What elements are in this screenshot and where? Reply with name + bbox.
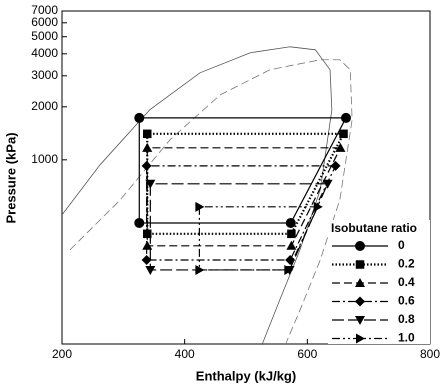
y-tick-label: 5000 — [31, 29, 58, 43]
marker — [330, 160, 341, 171]
marker — [286, 240, 297, 250]
legend-marker — [356, 333, 365, 344]
legend-label: 1.0 — [398, 331, 415, 345]
cycle-line — [149, 183, 329, 271]
saturation-curve — [69, 59, 353, 346]
marker — [142, 240, 153, 250]
marker — [335, 142, 346, 152]
legend-marker — [355, 260, 365, 269]
y-tick-label: 7000 — [31, 3, 58, 17]
saturation-curve — [61, 46, 333, 346]
marker — [284, 264, 294, 275]
marker — [134, 112, 145, 123]
legend-label: 0.6 — [398, 294, 415, 308]
y-tick-label: 4000 — [31, 46, 58, 60]
y-tick-label: 3000 — [31, 68, 58, 82]
y-tick-label: 1000 — [31, 152, 58, 166]
marker — [340, 112, 351, 123]
marker — [141, 254, 152, 265]
marker — [287, 229, 296, 239]
legend-title: Isobutane ratio — [331, 221, 417, 235]
legend-marker — [355, 296, 365, 307]
cycle-line — [198, 206, 319, 271]
marker — [145, 179, 156, 189]
x-tick-label: 400 — [175, 347, 195, 361]
legend-label: 0.8 — [398, 312, 415, 326]
marker — [322, 179, 333, 189]
marker — [141, 160, 152, 171]
x-axis-label: Enthalpy (kJ/kg) — [196, 368, 296, 383]
marker — [195, 201, 205, 212]
legend-label: 0 — [398, 238, 405, 252]
marker — [145, 265, 156, 275]
legend: Isobutane ratio 0 0.2 0.4 0.6 0.8 1.0 — [328, 220, 430, 345]
marker — [142, 142, 153, 152]
marker — [285, 217, 296, 228]
plot-frame — [61, 10, 431, 345]
marker — [339, 129, 348, 139]
legend-label: 0.4 — [398, 275, 415, 289]
y-tick-label: 2000 — [31, 99, 58, 113]
x-tick-label: 200 — [52, 347, 72, 361]
legend-marker — [355, 241, 365, 251]
marker — [313, 201, 323, 212]
legend-marker — [355, 316, 365, 325]
y-tick-label: 6000 — [31, 15, 58, 29]
marker — [134, 217, 145, 228]
y-axis-label: Pressure (kPa) — [3, 132, 18, 223]
cycle-line — [146, 165, 337, 261]
marker — [143, 129, 152, 139]
legend-box — [328, 220, 430, 344]
legend-label: 0.2 — [398, 257, 415, 271]
x-tick-label: 800 — [420, 347, 440, 361]
cycle-line — [146, 147, 341, 247]
cycle-line — [138, 117, 347, 224]
x-tick-label: 600 — [297, 347, 317, 361]
marker — [195, 264, 205, 275]
marker — [285, 254, 296, 265]
legend-marker — [355, 278, 365, 287]
